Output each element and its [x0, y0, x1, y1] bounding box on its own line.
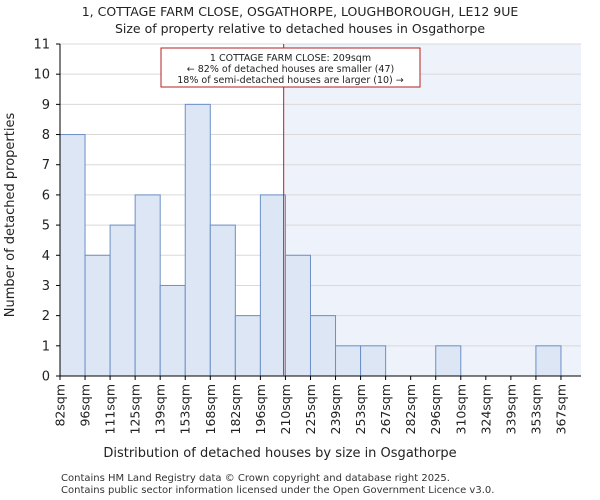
- bar-225sqm: [309, 315, 337, 377]
- x-tick-label: 210sqm: [278, 384, 293, 434]
- x-axis-label: Distribution of detached houses by size …: [103, 446, 456, 461]
- y-tick-label: 2: [42, 309, 50, 324]
- x-tick-label: 139sqm: [153, 384, 168, 434]
- x-tick-label: 339sqm: [503, 384, 518, 434]
- annotation-frame: [160, 47, 421, 88]
- x-tick-label: 353sqm: [528, 384, 543, 434]
- y-tick-label: 7: [42, 158, 50, 173]
- y-tick-label: 9: [42, 98, 50, 113]
- x-tick-label: 367sqm: [553, 384, 568, 434]
- y-axis-label: Number of detached properties: [3, 113, 18, 318]
- y-ticks: 0 1 2 3 4 5 6 7 8 9 10 11: [33, 38, 60, 385]
- bar-96sqm: [84, 254, 111, 377]
- bar-353sqm: [535, 345, 562, 377]
- annotation-line-2: ← 82% of detached houses are smaller (47…: [187, 64, 394, 75]
- x-ticks: 82sqm 96sqm 111sqm 125sqm 139sqm 153sqm 168sqm…: [53, 376, 568, 434]
- y-tick-label: 1: [42, 339, 50, 354]
- annotation-line-3: 18% of semi-detached houses are larger (…: [177, 75, 404, 86]
- y-tick-label: 8: [42, 128, 50, 143]
- x-tick-label: 296sqm: [428, 384, 443, 434]
- x-tick-label: 310sqm: [453, 384, 468, 434]
- y-tick-label: 11: [33, 38, 50, 53]
- bar-82sqm: [59, 134, 86, 377]
- x-tick-label: 253sqm: [353, 384, 368, 434]
- x-tick-label: 82sqm: [53, 384, 68, 427]
- grid-layer: [60, 43, 581, 347]
- annotation-box: 1 COTTAGE FARM CLOSE: 209sqm ← 82% of de…: [160, 47, 421, 88]
- x-tick-label: 153sqm: [178, 384, 193, 434]
- x-tick-label: 111sqm: [103, 384, 118, 434]
- bar-296sqm: [435, 345, 462, 377]
- bar-139sqm: [159, 284, 186, 377]
- y-tick-label: 0: [42, 370, 50, 385]
- bar-153sqm: [184, 103, 211, 377]
- bar-253sqm: [360, 345, 387, 377]
- x-tick-label: 182sqm: [228, 384, 243, 434]
- bar-182sqm: [234, 315, 261, 377]
- x-tick-label: 282sqm: [403, 384, 418, 434]
- bars-layer: [59, 103, 562, 377]
- x-tick-label: 168sqm: [203, 384, 218, 434]
- bar-111sqm: [109, 224, 136, 377]
- y-tick-label: 10: [33, 68, 50, 83]
- footer-copyright: Contains HM Land Registry data © Crown c…: [61, 473, 450, 484]
- bar-210sqm: [284, 254, 311, 377]
- y-tick-label: 5: [42, 219, 50, 234]
- x-tick-label: 267sqm: [378, 384, 393, 434]
- x-tick-label: 324sqm: [478, 384, 493, 434]
- bar-196sqm: [259, 194, 286, 377]
- x-tick-label: 239sqm: [328, 384, 343, 434]
- x-tick-label: 96sqm: [78, 384, 93, 427]
- bar-125sqm: [134, 194, 161, 377]
- y-tick-label: 3: [42, 279, 50, 294]
- y-tick-label: 4: [42, 249, 50, 264]
- x-tick-label: 196sqm: [253, 384, 268, 434]
- chart-subtitle: Size of property relative to detached ho…: [114, 21, 486, 36]
- chart-title-address: 1, COTTAGE FARM CLOSE, OSGATHORPE, LOUGH…: [81, 4, 519, 19]
- footer-licence: Contains public sector information licen…: [61, 485, 495, 496]
- y-tick-label: 6: [42, 188, 50, 203]
- bar-239sqm: [335, 345, 362, 377]
- bar-168sqm: [209, 224, 236, 377]
- x-tick-label: 225sqm: [303, 384, 318, 434]
- x-tick-label: 125sqm: [128, 384, 143, 434]
- annotation-line-1: 1 COTTAGE FARM CLOSE: 209sqm: [210, 53, 371, 64]
